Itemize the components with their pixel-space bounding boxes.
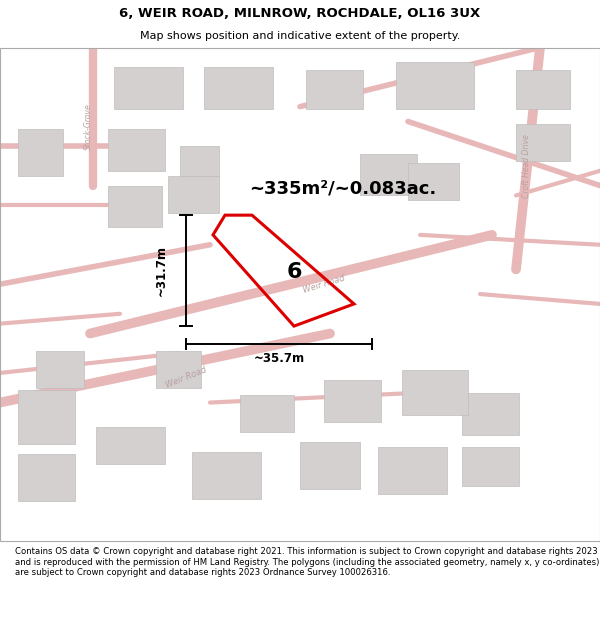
Bar	[240, 395, 294, 432]
Bar	[18, 390, 75, 444]
Bar	[36, 351, 84, 388]
Bar	[18, 454, 75, 501]
Bar	[378, 447, 447, 494]
Bar	[516, 124, 570, 161]
Text: Stock-Grove: Stock-Grove	[84, 103, 94, 150]
Bar	[108, 186, 162, 228]
Bar	[462, 392, 519, 434]
Bar	[108, 129, 165, 171]
Bar	[516, 70, 570, 109]
Bar	[96, 428, 165, 464]
Bar	[324, 381, 381, 423]
Text: Contains OS data © Crown copyright and database right 2021. This information is : Contains OS data © Crown copyright and d…	[15, 548, 599, 577]
Bar	[204, 68, 273, 109]
Text: Weir Road: Weir Road	[164, 366, 208, 390]
Bar	[114, 68, 183, 109]
Bar	[156, 351, 201, 388]
Bar	[180, 146, 219, 176]
Text: ~35.7m: ~35.7m	[253, 352, 305, 364]
Text: Weir Road: Weir Road	[302, 274, 346, 295]
Bar	[396, 62, 474, 109]
Text: Map shows position and indicative extent of the property.: Map shows position and indicative extent…	[140, 31, 460, 41]
Text: 6, WEIR ROAD, MILNROW, ROCHDALE, OL16 3UX: 6, WEIR ROAD, MILNROW, ROCHDALE, OL16 3U…	[119, 7, 481, 20]
Bar	[168, 176, 219, 213]
Bar	[300, 442, 360, 489]
Text: ~335m²/~0.083ac.: ~335m²/~0.083ac.	[249, 179, 436, 197]
Text: ~31.7m: ~31.7m	[154, 245, 167, 296]
Bar	[462, 447, 519, 486]
Bar	[18, 129, 63, 176]
Bar	[306, 70, 363, 109]
Bar	[402, 371, 468, 415]
Bar	[408, 163, 459, 201]
Text: Croft Head Drive: Croft Head Drive	[522, 134, 532, 198]
Bar	[360, 154, 417, 196]
Text: 6: 6	[286, 262, 302, 282]
Bar	[192, 452, 261, 499]
